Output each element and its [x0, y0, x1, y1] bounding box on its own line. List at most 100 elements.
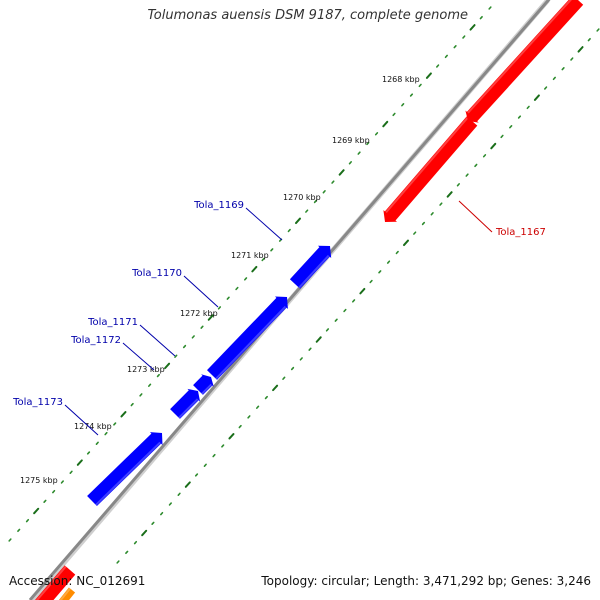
minor-tick: [357, 151, 361, 155]
scale-labels: 1268 kbp 1269 kbp 1270 kbp 1271 kbp 1272 kbp…: [20, 75, 420, 485]
gene-label-leader: [245, 207, 283, 241]
minor-tick: [509, 125, 513, 129]
minor-tick: [217, 306, 222, 310]
minor-tick: [305, 209, 309, 213]
minor-tick: [52, 489, 56, 494]
minor-tick: [116, 560, 120, 564]
scale-label: 1269 kbp: [332, 136, 370, 145]
gene-bottom-orange-highlight: [59, 587, 71, 600]
major-tick: [207, 314, 214, 321]
minor-tick: [125, 550, 129, 555]
minor-tick: [104, 431, 108, 436]
minor-tick: [444, 54, 448, 59]
gene-label: Tola_1171: [87, 317, 138, 328]
gene-bottom-red-highlight: [35, 565, 67, 600]
gene-tola-1170: [207, 296, 288, 380]
genome-summary: Topology: circular; Length: 3,471,292 bp…: [261, 574, 591, 588]
minor-tick: [409, 93, 414, 97]
minor-tick: [418, 83, 422, 88]
minor-tick: [270, 248, 274, 252]
gene-tola-1169: [289, 245, 332, 289]
minor-tick: [247, 415, 251, 419]
major-tick: [338, 169, 345, 176]
gene-tola-1172: [170, 388, 201, 419]
minor-tick: [596, 28, 600, 32]
minor-tick: [17, 528, 21, 533]
minor-tick: [168, 502, 172, 506]
gene-label: Tola_1167: [495, 227, 546, 238]
genome-title: Tolumonas auensis DSM 9187, complete gen…: [147, 8, 468, 23]
minor-tick: [244, 277, 248, 281]
gene-tola-1173-highlight: [95, 441, 161, 506]
scale-label: 1268 kbp: [382, 75, 420, 84]
minor-tick: [374, 132, 379, 136]
minor-tick: [290, 366, 295, 371]
accession-label: Accession: NC_012691: [9, 574, 146, 588]
gene-tola-1171-highlight: [201, 383, 213, 395]
genome-backbone: [28, 0, 551, 600]
minor-tick: [156, 373, 160, 378]
minor-tick: [174, 354, 178, 358]
gene-tola-1170-highlight: [215, 305, 287, 380]
minor-tick: [235, 286, 239, 291]
gene-tola-1171: [193, 374, 214, 395]
minor-tick: [221, 444, 225, 448]
minor-tick: [212, 453, 216, 458]
major-tick: [425, 72, 432, 79]
minor-tick: [282, 376, 286, 380]
minor-tick: [587, 37, 591, 42]
minor-tick: [25, 518, 30, 523]
major-tick: [577, 46, 584, 53]
minor-tick: [552, 76, 556, 81]
minor-tick: [479, 15, 483, 20]
gene-tola-1173: [87, 432, 163, 506]
minor-tick: [203, 463, 207, 467]
gene-bottom-red: [33, 565, 76, 600]
minor-tick: [488, 6, 492, 10]
scale-label: 1270 kbp: [283, 193, 321, 202]
major-tick: [120, 411, 127, 418]
minor-tick: [133, 540, 138, 545]
gene-label: Tola_1173: [12, 397, 63, 408]
minor-tick: [526, 105, 530, 110]
gene-label: Tola_1170: [131, 268, 182, 279]
minor-tick: [151, 521, 155, 526]
minor-tick: [43, 499, 47, 504]
gene-bottom-orange: [58, 587, 76, 600]
major-tick: [359, 287, 366, 295]
minor-tick: [517, 115, 522, 119]
minor-tick: [500, 134, 504, 139]
minor-tick: [69, 470, 73, 474]
gene-label-leader: [458, 200, 493, 233]
minor-tick: [264, 395, 268, 400]
scale-label: 1272 kbp: [180, 309, 218, 318]
major-tick: [402, 239, 410, 247]
major-tick: [490, 142, 497, 150]
gene-label: Tola_1169: [193, 200, 244, 211]
major-tick: [272, 384, 279, 392]
minor-tick: [465, 173, 469, 177]
major-tick: [164, 362, 171, 370]
major-tick: [228, 433, 235, 440]
minor-tick: [160, 511, 164, 516]
minor-tick: [436, 64, 440, 68]
gene-label: Tola_1172: [70, 335, 121, 346]
minor-tick: [413, 231, 417, 235]
gene-label-leader: [64, 404, 99, 436]
minor-tick: [378, 270, 382, 274]
scale-label: 1274 kbp: [74, 422, 112, 431]
minor-tick: [200, 325, 204, 329]
minor-tick: [86, 451, 91, 455]
outer-scale-ticks: [116, 28, 600, 564]
major-tick: [533, 94, 540, 101]
minor-tick: [148, 383, 152, 387]
minor-tick: [95, 441, 99, 445]
minor-tick: [456, 183, 460, 187]
minor-tick: [177, 492, 181, 496]
minor-tick: [366, 141, 370, 146]
minor-tick: [439, 202, 443, 206]
minor-tick: [60, 480, 64, 484]
gene-tola-1166-highlight: [467, 0, 572, 114]
minor-tick: [570, 57, 574, 61]
